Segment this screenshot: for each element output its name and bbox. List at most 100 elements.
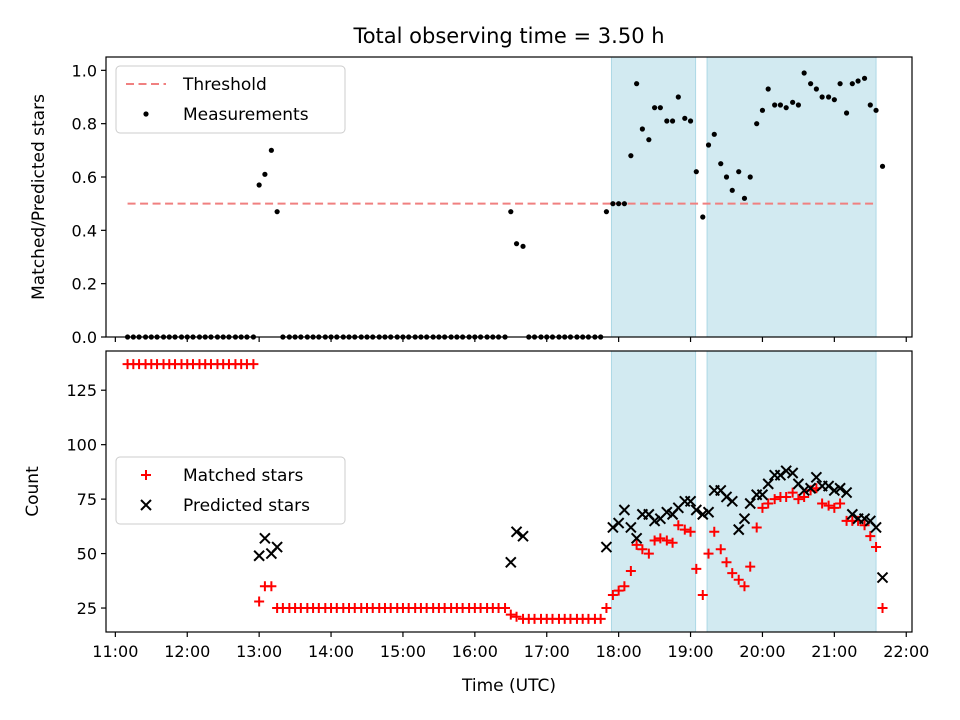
y-tick-label: 1.0: [72, 61, 97, 80]
chart-title: Total observing time = 3.50 h: [352, 24, 664, 48]
bottom-panel: 25 50 75 100 125 11:00 12:00 13:00 14:00 15:00 16:…: [23, 350, 929, 696]
matched-star-point: [799, 491, 810, 502]
predicted-star-point: [612, 517, 625, 529]
measurement-point: [718, 161, 724, 167]
matched-star-point: [709, 526, 720, 537]
measurement-point: [651, 105, 658, 111]
predicted-star-point: [600, 541, 613, 553]
matched-star-point: [703, 548, 714, 559]
matched-star-point: [667, 537, 678, 548]
matched-star-point: [793, 494, 804, 505]
observing-span: [610, 56, 697, 338]
matched-star-point: [511, 611, 522, 622]
x-tick-label: 11:00: [92, 642, 138, 661]
legend-box: [115, 65, 346, 134]
measurement-point: [777, 102, 784, 108]
x-tick-label: 22:00: [883, 642, 929, 661]
matched-star-point: [721, 557, 732, 568]
predicted-star-point: [630, 532, 643, 545]
y-tick-label: 0.4: [72, 221, 97, 240]
measurement-point: [867, 102, 873, 108]
measurement-point: [675, 94, 681, 100]
predicted-star-point: [810, 471, 823, 484]
measurement-point: [657, 105, 663, 111]
predicted-star-point: [726, 495, 738, 508]
legend: Matched stars Predicted stars: [115, 456, 346, 525]
predicted-star-point: [271, 541, 283, 553]
matched-star-point: [877, 603, 888, 614]
x-tick-label: 17:00: [524, 642, 570, 661]
matched-star-point: [745, 561, 756, 572]
measurement-point: [700, 214, 706, 220]
measurement-point: [759, 107, 766, 113]
x-axis-label: Time (UTC): [461, 676, 556, 696]
measurement-point: [783, 105, 789, 111]
matched-star-point: [505, 609, 516, 620]
matched-star-point: [248, 359, 259, 370]
x-tick-label: 18:00: [596, 642, 642, 661]
legend-label: Matched stars: [183, 466, 303, 486]
matched-star-point: [817, 498, 828, 509]
measurement-point: [621, 201, 627, 207]
matched-star-point: [613, 585, 624, 596]
measurement-point: [705, 142, 712, 148]
matched-star-point: [643, 548, 654, 559]
matched-star-point: [751, 522, 762, 533]
measurement-point: [693, 169, 699, 175]
matched-star-point: [781, 491, 792, 502]
predicted-star-point: [834, 482, 846, 494]
x-tick-label: 19:00: [667, 642, 713, 661]
matched-star-point: [619, 581, 630, 592]
measurement-point: [729, 187, 735, 193]
measurement-point: [831, 97, 837, 103]
plot-frame: [105, 350, 913, 633]
predicted-star-point: [870, 521, 882, 534]
matched-star-point: [631, 539, 642, 550]
x-tick-label: 16:00: [452, 642, 498, 661]
matched-star-point: [727, 568, 738, 579]
predicted-star-point: [259, 532, 271, 545]
matched-star-point: [715, 544, 726, 555]
measurement-point: [639, 126, 645, 132]
legend-predicted-swatch: [140, 499, 152, 511]
measurement-point: [747, 174, 753, 180]
measurement-point: [687, 118, 694, 124]
y-tick-label: 50: [77, 545, 97, 564]
measurement-point: [520, 243, 526, 249]
matched-star-point: [691, 563, 702, 574]
measurement-point: [879, 163, 886, 169]
predicted-star-point: [744, 497, 756, 510]
y-tick-label: 0.8: [72, 115, 97, 134]
plot-frame: [105, 56, 913, 338]
measurement-point: [262, 171, 268, 177]
measurement-point: [274, 209, 280, 215]
legend-label: Threshold: [182, 75, 267, 95]
x-tick-label: 14:00: [308, 642, 354, 661]
legend-label: Measurements: [183, 105, 309, 125]
measurement-point: [616, 201, 622, 207]
y-axis-label: Count: [23, 466, 43, 517]
legend: Threshold Measurements: [115, 65, 346, 134]
measurement-point: [634, 81, 640, 87]
legend-box: [115, 456, 346, 525]
observing-span: [706, 350, 877, 633]
matched-star-point: [823, 500, 834, 511]
measurement-point: [855, 78, 861, 84]
predicted-star-point: [625, 521, 637, 534]
matched-star-point: [733, 574, 744, 585]
y-tick-label: 25: [77, 599, 97, 618]
matched-star-point: [595, 613, 606, 624]
measurement-point: [772, 102, 778, 108]
measurement-point: [628, 153, 634, 159]
predicted-star-point: [684, 495, 697, 508]
matched-star-point: [625, 566, 636, 577]
x-tick-label: 21:00: [811, 642, 857, 661]
predicted-star-point: [756, 489, 769, 501]
measurement-point: [610, 201, 616, 207]
matched-star-point: [763, 498, 774, 509]
matched-star-point: [871, 542, 882, 553]
matched-star-point: [679, 524, 690, 535]
predicted-star-point: [840, 486, 853, 499]
matched-star-point: [859, 520, 870, 531]
